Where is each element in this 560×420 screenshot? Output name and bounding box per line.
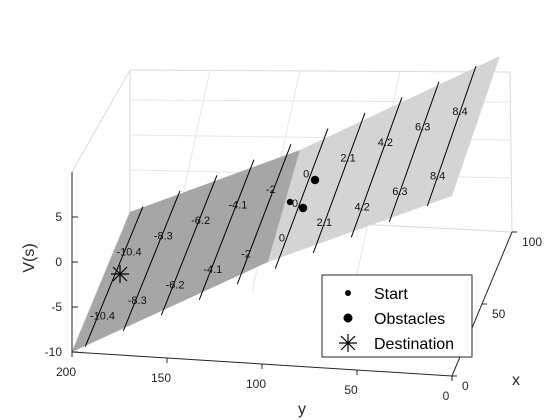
contour-label: -10.4 — [117, 246, 142, 258]
y-axis-label: y — [298, 401, 306, 418]
contour-line — [426, 65, 477, 207]
contour-lines — [84, 65, 477, 347]
start-marker — [286, 198, 294, 206]
contour-label: 0 — [279, 233, 285, 245]
contour-label: -6.2 — [191, 215, 210, 227]
z-ticks: -10 -5 0 5 — [45, 210, 78, 359]
z-tick-label: -5 — [51, 300, 62, 314]
contour-label: 8.4 — [430, 170, 445, 182]
surface-light — [268, 56, 500, 262]
x-ticks: 0 50 100 — [452, 231, 542, 393]
surface-dark — [72, 150, 300, 352]
legend-destination-marker — [339, 334, 357, 352]
contour-label: 6.3 — [392, 186, 407, 198]
x-axis-label: x — [512, 372, 520, 389]
y-tick-label: 0 — [443, 389, 450, 403]
contour-label: -2 — [241, 248, 251, 260]
contour-label: -8.3 — [154, 231, 173, 243]
y-tick-label: 150 — [151, 371, 171, 385]
box-edge — [129, 69, 511, 73]
contour-label: -6.2 — [166, 280, 185, 292]
obstacle-marker — [298, 203, 308, 213]
contour-label: -4.1 — [228, 200, 247, 212]
contour-line — [84, 206, 144, 347]
contour-label: 0 — [303, 168, 309, 180]
destination-marker — [111, 265, 129, 283]
contour-label: 6.3 — [415, 122, 430, 134]
contour-label: 4.2 — [378, 137, 393, 149]
y-tick-label: 100 — [246, 377, 266, 391]
contour-label: 2.1 — [317, 217, 332, 229]
contour-line — [312, 112, 366, 254]
contour-line — [388, 81, 440, 222]
contour-label: 4.2 — [354, 202, 369, 214]
x-tick-label: 100 — [522, 235, 542, 249]
box-edge — [71, 69, 131, 173]
x-tick-label: 0 — [462, 379, 469, 393]
y-tick-label: 200 — [56, 365, 76, 379]
z-axis-label: V(s) — [21, 243, 38, 272]
contour-line — [274, 128, 329, 269]
z-tick-label: 5 — [55, 210, 62, 224]
x-tick-label: 50 — [492, 307, 506, 321]
contour-line — [198, 159, 255, 300]
contour-label: -4.1 — [203, 264, 222, 276]
contour-line — [122, 190, 181, 332]
legend-obstacles-marker — [343, 313, 353, 323]
contour-line — [236, 143, 292, 285]
surface-mid-shade — [72, 150, 300, 352]
contour-label: -10.4 — [90, 311, 115, 323]
contour-label: -2 — [266, 184, 276, 196]
contour-line — [160, 175, 218, 316]
y-tick-label: 50 — [344, 383, 358, 397]
contour-label: -8.3 — [128, 295, 147, 307]
contour-line — [350, 97, 403, 238]
legend-start-label: Start — [374, 286, 408, 303]
contour-labels: -10.4 -8.3 -6.2 -4.1 -2 0 2.1 4.2 6.3 8.4 -10.4 -8.… — [90, 106, 468, 323]
legend-destination-label: Destination — [374, 336, 454, 353]
obstacle-marker — [310, 175, 320, 185]
legend-start-marker — [345, 290, 351, 296]
contour-label: 2.1 — [340, 153, 355, 165]
z-tick-label: 0 — [55, 255, 62, 269]
contour-label: 8.4 — [452, 106, 467, 118]
start-label: 0 — [292, 198, 298, 210]
z-tick-label: -10 — [45, 345, 63, 359]
legend-obstacles-label: Obstacles — [374, 311, 445, 328]
box-edge — [509, 71, 513, 233]
y-ticks: 0 50 100 150 200 — [56, 352, 453, 403]
legend: Start Obstacles Destination — [321, 274, 473, 358]
